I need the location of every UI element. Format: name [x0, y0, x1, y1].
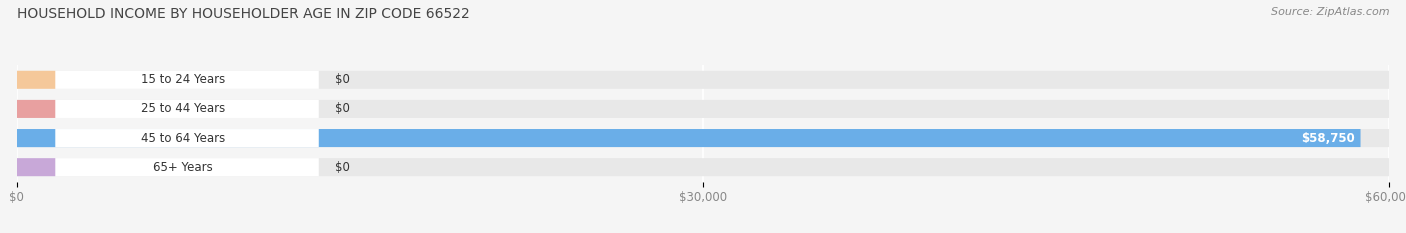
FancyBboxPatch shape [17, 71, 55, 89]
FancyBboxPatch shape [17, 129, 1389, 147]
Text: 65+ Years: 65+ Years [153, 161, 212, 174]
FancyBboxPatch shape [17, 129, 1361, 147]
Text: $0: $0 [335, 161, 350, 174]
FancyBboxPatch shape [17, 100, 1389, 118]
FancyBboxPatch shape [17, 100, 319, 118]
Text: Source: ZipAtlas.com: Source: ZipAtlas.com [1271, 7, 1389, 17]
Text: 25 to 44 Years: 25 to 44 Years [141, 103, 225, 115]
FancyBboxPatch shape [17, 158, 55, 176]
FancyBboxPatch shape [17, 158, 1389, 176]
FancyBboxPatch shape [17, 100, 55, 118]
FancyBboxPatch shape [17, 129, 55, 147]
Text: $0: $0 [335, 73, 350, 86]
Text: $0: $0 [335, 103, 350, 115]
FancyBboxPatch shape [17, 129, 319, 147]
Text: 15 to 24 Years: 15 to 24 Years [141, 73, 225, 86]
FancyBboxPatch shape [17, 158, 319, 176]
Text: 45 to 64 Years: 45 to 64 Years [141, 132, 225, 144]
FancyBboxPatch shape [17, 71, 1389, 89]
Text: HOUSEHOLD INCOME BY HOUSEHOLDER AGE IN ZIP CODE 66522: HOUSEHOLD INCOME BY HOUSEHOLDER AGE IN Z… [17, 7, 470, 21]
FancyBboxPatch shape [17, 71, 319, 89]
Text: $58,750: $58,750 [1302, 132, 1355, 144]
